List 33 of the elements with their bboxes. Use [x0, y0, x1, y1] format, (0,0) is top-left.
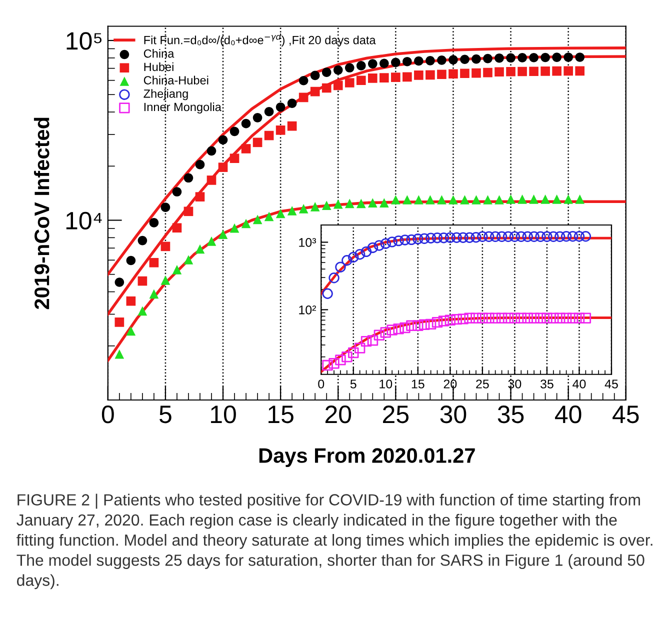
x-tick-label: 30 [508, 380, 522, 388]
x-tick-label: 15 [412, 380, 424, 388]
x-tick-label: 30 [440, 406, 466, 424]
caption: FIGURE 2 | Patients who tested positive for COVID-19 with function of time starting from January 27, 2020. Each region case is clearly indicated in the figure together with the fitting function. Model and theory saturate at long times which implies the epidemic is over. The model suggests 25 days for saturation, shorter than for SARS in Figure 1 (around 50 days). [16, 494, 652, 590]
legend-label: Fit Fun.=d₀d∞/(d₀+d∞e$^{−γd}$) ,Fit 20 days data [144, 33, 376, 47]
x-tick-label: 20 [444, 380, 457, 388]
x-tick-label: 5 [160, 406, 172, 424]
y-tick-label: 10³ [299, 238, 316, 247]
x-tick-label: 5 [350, 380, 356, 388]
x-tick-label: 0 [318, 380, 324, 388]
x-tick-label: 15 [268, 406, 294, 424]
y-tick-label: 10² [299, 305, 316, 314]
legend-label: China [144, 49, 174, 58]
x-tick-label: 35 [540, 380, 554, 388]
x-axis-title: Days From 2020.01.27 [259, 448, 475, 468]
legend-label: China-Hubei [144, 76, 208, 84]
legend-label: Hubei [144, 62, 174, 72]
x-tick-label: 10 [211, 406, 236, 424]
x-tick-label: 35 [498, 406, 524, 424]
y-tick-label: 10⁴ [66, 212, 102, 230]
x-tick-label: 40 [555, 406, 582, 424]
y-axis-title: 2019-nCoV Infected [34, 118, 50, 310]
x-tick-label: 45 [612, 406, 639, 424]
legend-label: Inner Mongolia [144, 102, 222, 114]
x-tick-label: 45 [604, 380, 618, 388]
x-tick-label: 10 [380, 380, 392, 388]
x-tick-label: 25 [476, 380, 489, 388]
x-tick-label: 0 [102, 406, 114, 424]
x-tick-label: 20 [325, 406, 352, 424]
x-tick-label: 40 [572, 380, 586, 388]
x-tick-label: 25 [383, 406, 409, 424]
y-tick-label: 10⁵ [66, 32, 102, 50]
legend-label: Zhejiang [144, 89, 188, 100]
